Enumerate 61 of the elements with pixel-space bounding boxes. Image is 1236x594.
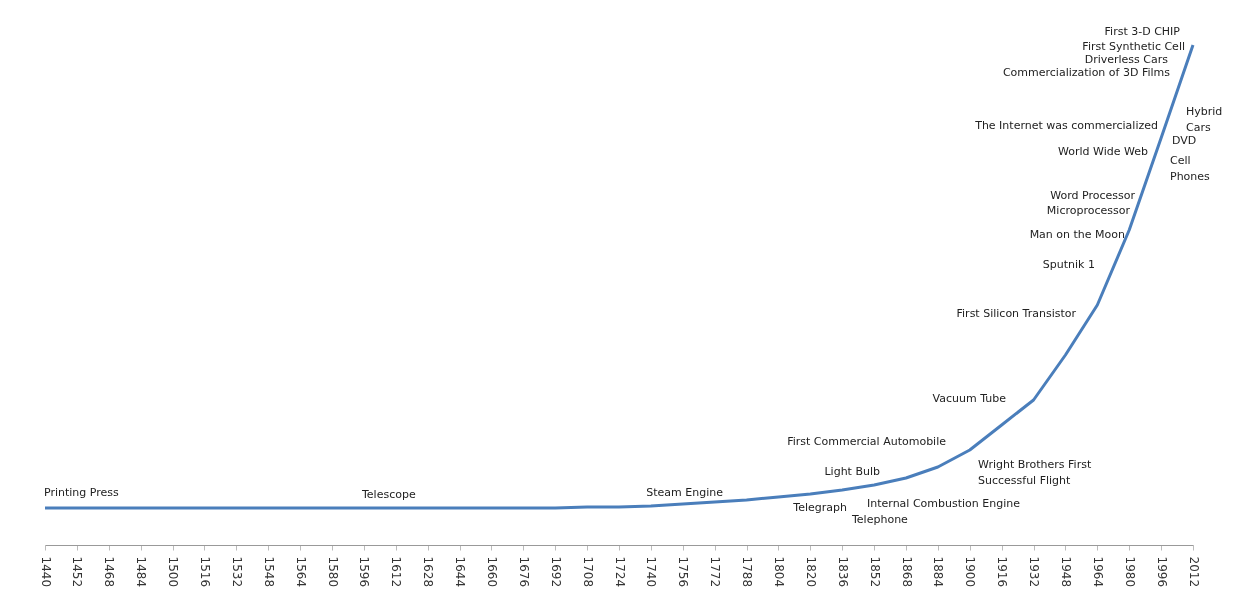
annotation: Hybrid Cars xyxy=(1186,105,1223,134)
annotation: DVD xyxy=(1172,134,1197,147)
x-tick-label: 1804 xyxy=(771,556,786,588)
annotation: Printing Press xyxy=(44,486,120,499)
x-tick-label: 1692 xyxy=(548,556,563,588)
annotation: First Synthetic Cell xyxy=(1082,40,1185,53)
text: First 3-D CHIP xyxy=(1104,25,1181,38)
x-tick-label: 1948 xyxy=(1058,556,1073,588)
annotation: Sputnik 1 xyxy=(1042,258,1095,271)
x-tick-label: 1516 xyxy=(197,556,212,588)
annotation: Commercialization of 3D Films xyxy=(1002,66,1171,79)
x-tick-label: 1964 xyxy=(1090,556,1105,588)
annotation: Vacuum Tube xyxy=(932,392,1007,405)
x-tick-label: 1468 xyxy=(102,556,117,588)
x-tick-label: 1564 xyxy=(293,556,308,588)
annotation: Wright Brothers First Successful Flight xyxy=(978,458,1092,487)
x-tick-label: 1756 xyxy=(676,556,691,588)
x-tick-label: 1884 xyxy=(931,556,946,588)
x-tick-label: 2012 xyxy=(1186,556,1201,588)
annotation: World Wide Web xyxy=(1058,145,1148,158)
annotation: Man on the Moon xyxy=(1029,228,1126,241)
x-tick-label: 1644 xyxy=(453,556,468,588)
annotation: Steam Engine xyxy=(646,486,724,499)
annotation: Telescope xyxy=(361,488,416,501)
x-tick-label: 1868 xyxy=(899,556,914,588)
x-tick-label: 1660 xyxy=(484,556,499,588)
annotation: Telephone xyxy=(851,513,909,526)
annotation: Driverless Cars xyxy=(1084,53,1169,66)
x-tick-label: 1820 xyxy=(803,556,818,588)
x-tick-label: 1548 xyxy=(261,556,276,588)
annotation: Telegraph xyxy=(792,501,848,514)
x-tick-label: 1724 xyxy=(612,556,627,588)
x-tick-label: 1580 xyxy=(325,556,340,588)
x-tick-label: 1900 xyxy=(963,556,978,588)
x-tick-label: 1772 xyxy=(708,556,723,588)
x-tick-label: 1440 xyxy=(38,556,53,588)
annotation: Light Bulb xyxy=(824,465,881,478)
annotation: First Commercial Automobile xyxy=(787,435,947,448)
x-tick-label: 1676 xyxy=(516,556,531,588)
x-tick-label: 1788 xyxy=(740,556,755,588)
annotation: Cell Phones xyxy=(1170,154,1211,183)
x-tick-label: 1836 xyxy=(835,556,850,588)
x-tick-label: 1996 xyxy=(1154,556,1169,588)
x-tick-label: 1612 xyxy=(389,556,404,588)
x-tick-label: 1980 xyxy=(1122,556,1137,588)
annotation: The Internet was commercialized xyxy=(974,119,1158,132)
annotation: Word Processor xyxy=(1050,189,1136,202)
x-tick-label: 1740 xyxy=(644,556,659,588)
x-tick-label: 1916 xyxy=(995,556,1010,588)
annotation: Internal Combustion Engine xyxy=(867,497,1021,510)
x-tick-label: 1932 xyxy=(1027,556,1042,588)
annotation: First Silicon Transistor xyxy=(956,307,1077,320)
x-tick-label: 1484 xyxy=(134,556,149,588)
x-tick-label: 1452 xyxy=(70,556,85,588)
x-tick-label: 1596 xyxy=(357,556,372,588)
x-tick-label: 1532 xyxy=(229,556,244,588)
x-tick-label: 1628 xyxy=(421,556,436,588)
x-tick-label: 1500 xyxy=(166,556,181,588)
x-tick-label: 1708 xyxy=(580,556,595,588)
x-tick-label: 1852 xyxy=(867,556,882,588)
annotation: Microprocessor xyxy=(1046,204,1131,217)
